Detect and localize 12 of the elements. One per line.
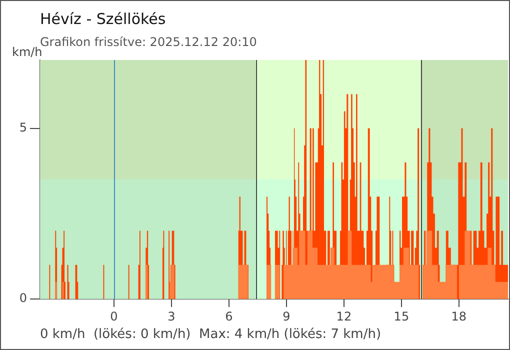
chart-subtitle: Grafikon frissítve: 2025.12.12 20:10	[40, 35, 257, 49]
x-tick-label: 3	[168, 309, 176, 324]
y-tick-label: 5	[19, 120, 27, 134]
x-tick-label: 18	[451, 309, 467, 324]
y-axis-title: km/h	[12, 45, 42, 59]
x-tick-label: 0	[110, 309, 118, 324]
chart-title: Hévíz - Széllökés	[40, 10, 166, 28]
x-tick-label: 6	[225, 309, 233, 324]
x-tick-label: 15	[394, 309, 410, 324]
text: 0 km/h (lökés: 0 km/h) Max: 4 km/h (lökés: 7 km/h)	[40, 327, 382, 342]
x-tick-label: 12	[336, 309, 352, 324]
x-tick-label: 9	[282, 309, 290, 324]
